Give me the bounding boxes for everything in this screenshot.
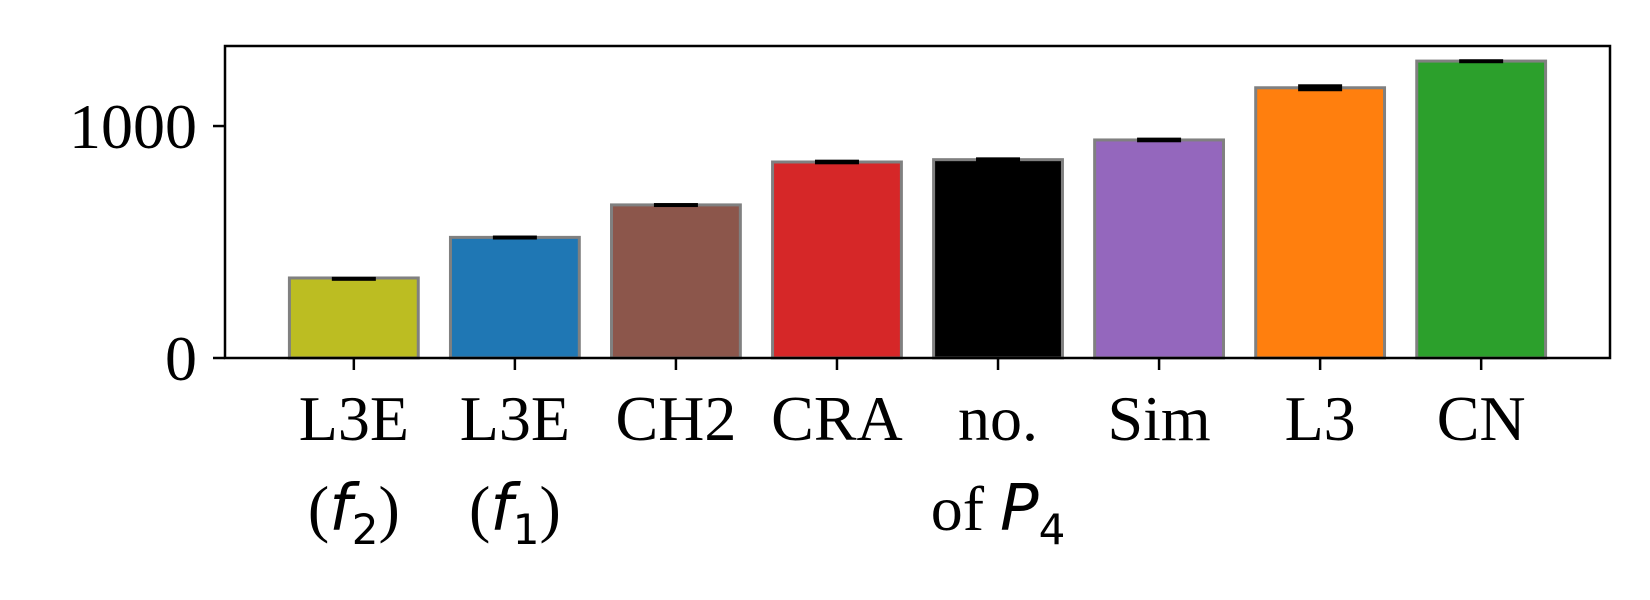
- x-tick-label: CH2: [615, 383, 736, 454]
- error-bar: [653, 203, 698, 208]
- error-bar: [1459, 59, 1504, 64]
- bar: [1254, 86, 1387, 360]
- x-tick-label: Sim: [1107, 383, 1210, 454]
- bar: [932, 158, 1064, 360]
- x-tick-label: CN: [1437, 383, 1526, 454]
- error-bar: [492, 235, 537, 240]
- error-bars-group: [331, 59, 1504, 281]
- bar: [610, 203, 742, 360]
- x-tick-label: L3E: [460, 383, 570, 454]
- x-tick-label: of P4: [931, 472, 1066, 554]
- x-tick-label: L3: [1285, 383, 1356, 454]
- error-bar: [976, 157, 1021, 162]
- x-tick-label: CRA: [771, 383, 903, 454]
- error-bar: [1137, 137, 1182, 143]
- error-bar: [814, 159, 859, 165]
- x-axis: L3E (f2) L3E (f1) CH2 CRA no. of P4 Sim L3 CN: [299, 358, 1526, 554]
- bar: [287, 276, 420, 360]
- bar: [1415, 59, 1548, 360]
- x-tick-label: no.: [958, 383, 1038, 454]
- y-axis: 0 1000: [69, 91, 225, 394]
- error-bar: [331, 276, 376, 281]
- x-tick-label: (f1): [469, 472, 561, 554]
- bars-group: [287, 59, 1548, 360]
- bar: [1093, 138, 1225, 360]
- bar: [771, 160, 903, 360]
- error-bar: [1298, 84, 1343, 92]
- x-tick-label: L3E: [299, 383, 409, 454]
- plot-frame: [223, 44, 1612, 360]
- x-tick-label: (f2): [308, 472, 400, 554]
- bar: [448, 235, 581, 360]
- y-tick-label: 0: [165, 323, 197, 394]
- y-tick-label: 1000: [69, 91, 197, 162]
